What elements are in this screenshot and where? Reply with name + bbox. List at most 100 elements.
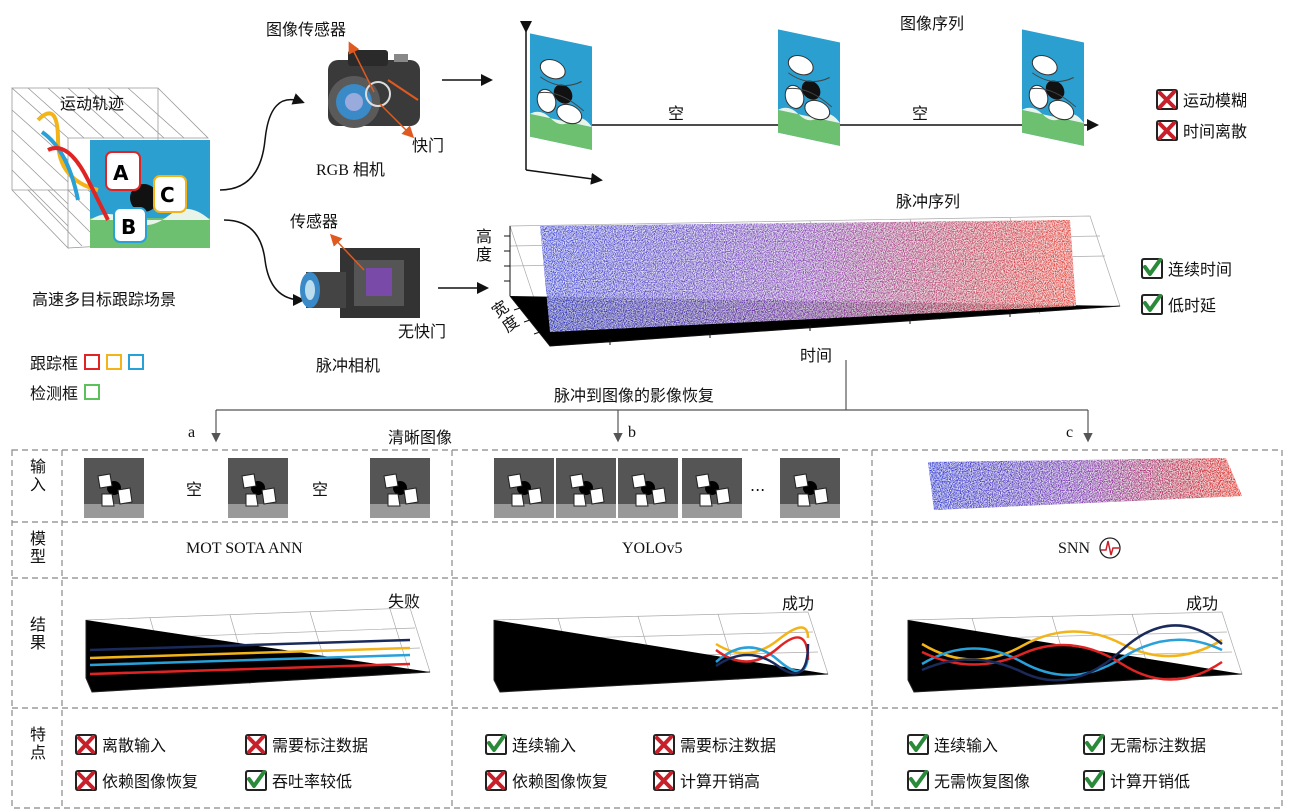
frame-3 xyxy=(1022,28,1084,147)
cross-icon xyxy=(484,768,508,792)
scene-arrows xyxy=(219,93,305,306)
input-a-frame-2 xyxy=(228,458,288,518)
trajectory-blue xyxy=(40,130,80,201)
input-a-frame-3 xyxy=(370,458,430,518)
feature-c-0: 连续输入 xyxy=(906,726,1082,762)
model-a-label: MOT SOTA ANN xyxy=(186,540,303,557)
cross-icon xyxy=(652,768,676,792)
input-b-frame-5 xyxy=(780,458,840,518)
model-c-label: SNN xyxy=(1058,540,1091,557)
spike-sensor-pointer xyxy=(329,233,365,271)
outcome-c-label: 成功 xyxy=(1186,594,1219,613)
rgb-traits: 运动模糊 时间离散 xyxy=(1155,84,1291,146)
check-icon xyxy=(1140,292,1164,316)
legend-swatch-red xyxy=(84,354,101,370)
outcome-a-label: 失败 xyxy=(388,592,421,611)
features-c: 连续输入 无需标注数据 无需恢复图像 计算开销低 xyxy=(906,726,1276,798)
feature-b-3: 计算开销高 xyxy=(652,762,760,798)
rgb-camera-icon xyxy=(328,50,420,128)
feature-a-1: 需要标注数据 xyxy=(244,726,368,762)
model-b-label: YOLOv5 xyxy=(622,540,683,557)
track-a-red xyxy=(89,662,411,676)
branch-lines xyxy=(211,360,1093,443)
spike-cloud xyxy=(540,220,1076,332)
spike-camera-label: 脉冲相机 xyxy=(316,356,381,375)
empty-gap-2: 空 xyxy=(912,104,929,123)
feature-c-2: 无需恢复图像 xyxy=(906,762,1082,798)
scene-label: 高速多目标跟踪场景 xyxy=(32,290,177,309)
empty-gap-1: 空 xyxy=(668,104,685,123)
box-a xyxy=(105,151,141,191)
input-b-frame-2 xyxy=(556,458,616,518)
result-b-plot xyxy=(493,611,829,693)
check-icon xyxy=(1082,732,1106,756)
comparison-grid xyxy=(11,449,1283,809)
legend-swatch-blue xyxy=(128,354,145,370)
cross-icon xyxy=(1155,118,1179,142)
label-a: A xyxy=(113,161,129,185)
outcome-b-label: 成功 xyxy=(782,594,815,613)
row-result-label: 结果 xyxy=(27,616,46,652)
center-hub xyxy=(130,184,158,212)
legend-swatch-yellow xyxy=(106,354,123,370)
spike-camera-icon xyxy=(300,248,420,318)
track-a-blue xyxy=(89,653,411,667)
image-sensor-label: 图像传感器 xyxy=(266,20,347,39)
axis-height-label: 高度 xyxy=(473,228,492,264)
legend-detect-label: 检测框 xyxy=(30,384,79,403)
check-icon xyxy=(906,768,930,792)
row-features-label: 特点 xyxy=(27,726,46,762)
image-sequence xyxy=(520,21,1099,185)
snn-neuron-icon xyxy=(1099,537,1121,559)
clear-image-label: 清晰图像 xyxy=(388,428,453,447)
axis-time-label: 时间 xyxy=(800,346,833,365)
input-b-frame-3 xyxy=(618,458,678,518)
reconstruction-label: 脉冲到图像的影像恢复 xyxy=(554,386,715,405)
check-icon xyxy=(1082,768,1106,792)
input-a-empty-1: 空 xyxy=(186,480,203,499)
input-b-frame-1 xyxy=(494,458,554,518)
tracking-scene: A C B xyxy=(10,87,210,249)
branch-c-label: c xyxy=(1066,424,1074,441)
check-icon xyxy=(244,768,268,792)
feature-c-1: 无需标注数据 xyxy=(1082,726,1206,762)
trajectory-label: 运动轨迹 xyxy=(60,94,125,113)
frame-2 xyxy=(778,28,840,147)
frame-1 xyxy=(530,32,592,151)
sensor-pointers xyxy=(348,41,415,139)
image-sequence-label: 图像序列 xyxy=(900,14,965,33)
branch-a-label: a xyxy=(188,424,196,441)
cross-icon xyxy=(74,732,98,756)
cross-icon xyxy=(1155,87,1179,111)
box-b xyxy=(113,207,147,243)
feature-a-0: 离散输入 xyxy=(74,726,244,762)
sensor-label: 传感器 xyxy=(290,212,339,231)
spike-trait-0: 连续时间 xyxy=(1140,250,1232,286)
trajectory-red xyxy=(47,146,110,221)
features-b: 连续输入 需要标注数据 依赖图像恢复 计算开销高 xyxy=(484,726,864,798)
track-a-yellow xyxy=(89,646,411,660)
feature-c-3: 计算开销低 xyxy=(1082,762,1190,798)
features-a: 离散输入 需要标注数据 依赖图像恢复 吞吐率较低 xyxy=(74,726,444,798)
feature-b-2: 依赖图像恢复 xyxy=(484,762,652,798)
track-a-navy xyxy=(89,638,411,652)
rgb-camera-label: RGB 相机 xyxy=(316,162,385,179)
legend-track-label: 跟踪框 xyxy=(30,354,79,373)
check-icon xyxy=(1140,256,1164,280)
row-input-label: 输入 xyxy=(27,458,46,494)
input-c-spike-stream xyxy=(928,458,1242,510)
input-b-frame-4 xyxy=(682,458,742,518)
rgb-trait-1: 时间离散 xyxy=(1155,115,1247,145)
spike-traits: 连续时间 低时延 xyxy=(1140,250,1291,322)
spike-volume xyxy=(504,215,1121,347)
cross-icon xyxy=(74,768,98,792)
check-icon xyxy=(484,732,508,756)
label-c: C xyxy=(160,183,175,207)
feature-b-1: 需要标注数据 xyxy=(652,726,776,762)
input-a-empty-2: 空 xyxy=(312,480,329,499)
trajectory-yellow xyxy=(36,111,99,192)
arrow-to-spikes xyxy=(438,282,489,294)
legend: 跟踪框 检测框 xyxy=(30,350,145,404)
input-a-frame-1 xyxy=(84,458,144,518)
feature-a-2: 依赖图像恢复 xyxy=(74,762,244,798)
